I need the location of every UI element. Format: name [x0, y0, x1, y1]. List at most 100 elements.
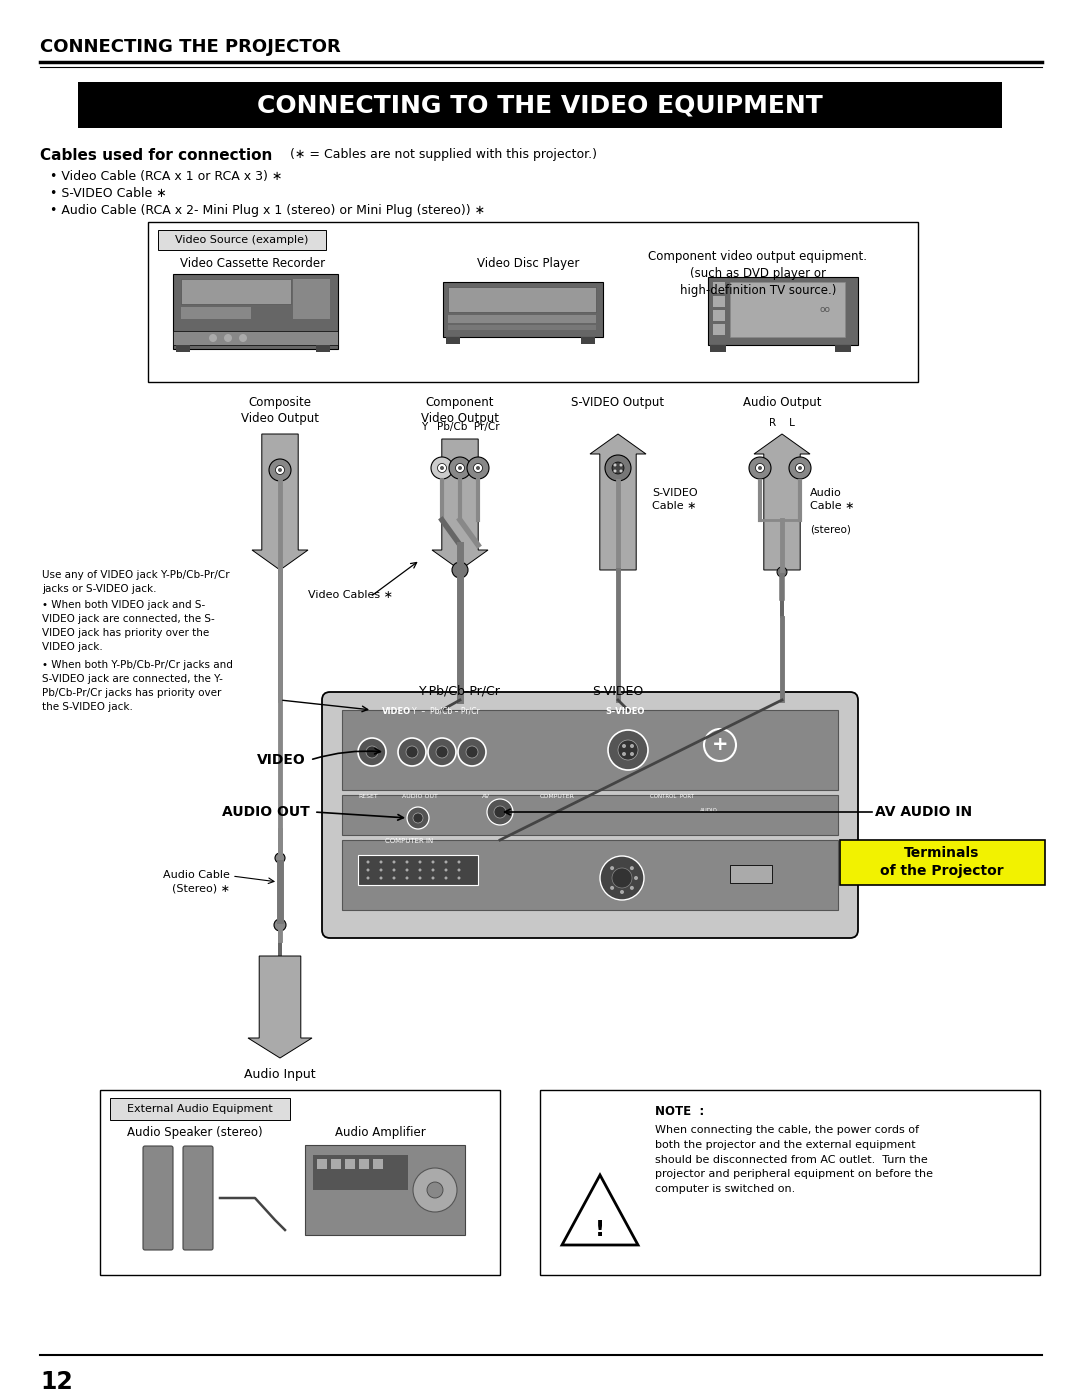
Text: S–VIDEO: S–VIDEO	[605, 707, 645, 717]
FancyBboxPatch shape	[316, 345, 330, 352]
FancyBboxPatch shape	[143, 1146, 173, 1250]
FancyBboxPatch shape	[835, 345, 851, 352]
FancyBboxPatch shape	[581, 337, 595, 344]
Text: AUDIO OUT: AUDIO OUT	[222, 805, 310, 819]
Circle shape	[405, 861, 408, 863]
Text: • Video Cable (RCA x 1 or RCA x 3) ∗: • Video Cable (RCA x 1 or RCA x 3) ∗	[50, 170, 282, 183]
Circle shape	[405, 876, 408, 880]
Circle shape	[445, 869, 447, 872]
FancyBboxPatch shape	[710, 345, 726, 352]
Text: Audio Cable
(Stereo) ∗: Audio Cable (Stereo) ∗	[163, 870, 230, 893]
FancyBboxPatch shape	[330, 1160, 341, 1169]
Circle shape	[210, 334, 217, 342]
Polygon shape	[590, 434, 646, 570]
Circle shape	[610, 886, 615, 890]
Circle shape	[458, 861, 460, 863]
Text: Composite
Video Output: Composite Video Output	[241, 395, 319, 425]
Circle shape	[275, 854, 285, 863]
Text: COMPUTER: COMPUTER	[540, 793, 575, 799]
Text: Audio Amplifier: Audio Amplifier	[335, 1126, 426, 1139]
Circle shape	[366, 869, 369, 872]
FancyBboxPatch shape	[181, 307, 251, 319]
FancyBboxPatch shape	[78, 82, 1002, 129]
Circle shape	[379, 869, 382, 872]
Circle shape	[419, 876, 421, 880]
FancyBboxPatch shape	[342, 795, 838, 835]
FancyBboxPatch shape	[313, 1155, 408, 1190]
Circle shape	[379, 876, 382, 880]
FancyBboxPatch shape	[318, 1160, 327, 1169]
Text: +: +	[712, 735, 728, 754]
FancyBboxPatch shape	[342, 840, 838, 909]
Text: VIDEO: VIDEO	[382, 707, 411, 717]
FancyBboxPatch shape	[181, 279, 291, 305]
Circle shape	[612, 462, 624, 474]
FancyBboxPatch shape	[540, 1090, 1040, 1275]
FancyBboxPatch shape	[293, 279, 330, 319]
FancyBboxPatch shape	[448, 286, 596, 312]
Text: COMPUTER IN: COMPUTER IN	[384, 838, 433, 844]
Text: • S-VIDEO Cable ∗: • S-VIDEO Cable ∗	[50, 187, 166, 200]
Text: External Audio Equipment: External Audio Equipment	[127, 1104, 273, 1113]
Circle shape	[432, 861, 434, 863]
Text: S-VIDEO Output: S-VIDEO Output	[571, 395, 664, 409]
Circle shape	[750, 457, 771, 479]
Text: Y   Pb/Cb  Pr/Cr: Y Pb/Cb Pr/Cr	[421, 422, 499, 432]
FancyBboxPatch shape	[780, 598, 784, 617]
Polygon shape	[754, 434, 810, 570]
Circle shape	[620, 464, 622, 467]
Circle shape	[392, 876, 395, 880]
FancyBboxPatch shape	[110, 1098, 291, 1120]
Circle shape	[467, 457, 489, 479]
Text: When connecting the cable, the power cords of
both the projector and the externa: When connecting the cable, the power cor…	[654, 1125, 933, 1194]
Circle shape	[366, 876, 369, 880]
Text: (∗ = Cables are not supplied with this projector.): (∗ = Cables are not supplied with this p…	[291, 148, 597, 161]
Circle shape	[620, 469, 622, 472]
Text: Y  –  Pb/Cb – Pr/Cr: Y – Pb/Cb – Pr/Cr	[411, 707, 480, 717]
Circle shape	[392, 861, 395, 863]
Circle shape	[494, 806, 507, 819]
Circle shape	[777, 567, 787, 577]
Circle shape	[445, 861, 447, 863]
Polygon shape	[248, 956, 312, 1058]
FancyBboxPatch shape	[148, 222, 918, 381]
FancyBboxPatch shape	[730, 865, 772, 883]
Circle shape	[428, 738, 456, 766]
Circle shape	[473, 464, 483, 472]
Text: R    L: R L	[769, 418, 795, 427]
Text: AV: AV	[482, 793, 490, 799]
Text: Video Source (example): Video Source (example)	[175, 235, 309, 244]
Text: !: !	[595, 1220, 605, 1241]
Text: AV AUDIO IN: AV AUDIO IN	[875, 805, 972, 819]
Circle shape	[431, 457, 453, 479]
FancyBboxPatch shape	[443, 282, 603, 337]
Circle shape	[366, 861, 369, 863]
Circle shape	[224, 334, 232, 342]
Circle shape	[392, 869, 395, 872]
Circle shape	[458, 876, 460, 880]
Text: Audio Speaker (stereo): Audio Speaker (stereo)	[127, 1126, 262, 1139]
Circle shape	[275, 465, 284, 475]
Circle shape	[437, 464, 446, 472]
Circle shape	[630, 745, 634, 747]
Circle shape	[274, 919, 286, 930]
Text: Video Cables ∗: Video Cables ∗	[308, 590, 392, 599]
Polygon shape	[252, 434, 308, 570]
Text: AUDIO OUT: AUDIO OUT	[402, 793, 437, 799]
Text: • Audio Cable (RCA x 2- Mini Plug x 1 (stereo) or Mini Plug (stereo)) ∗: • Audio Cable (RCA x 2- Mini Plug x 1 (s…	[50, 204, 485, 217]
Circle shape	[458, 869, 460, 872]
Circle shape	[456, 464, 464, 472]
FancyBboxPatch shape	[373, 1160, 383, 1169]
Text: CONNECTING TO THE VIDEO EQUIPMENT: CONNECTING TO THE VIDEO EQUIPMENT	[257, 94, 823, 117]
Circle shape	[630, 866, 634, 870]
Polygon shape	[432, 439, 488, 570]
Circle shape	[796, 464, 805, 472]
FancyBboxPatch shape	[708, 277, 858, 345]
Circle shape	[798, 467, 802, 469]
Circle shape	[449, 457, 471, 479]
Text: • When both VIDEO jack and S-
VIDEO jack are connected, the S-
VIDEO jack has pr: • When both VIDEO jack and S- VIDEO jack…	[42, 599, 215, 652]
FancyBboxPatch shape	[173, 331, 338, 345]
FancyBboxPatch shape	[183, 1146, 213, 1250]
Circle shape	[634, 876, 638, 880]
FancyBboxPatch shape	[840, 840, 1045, 886]
